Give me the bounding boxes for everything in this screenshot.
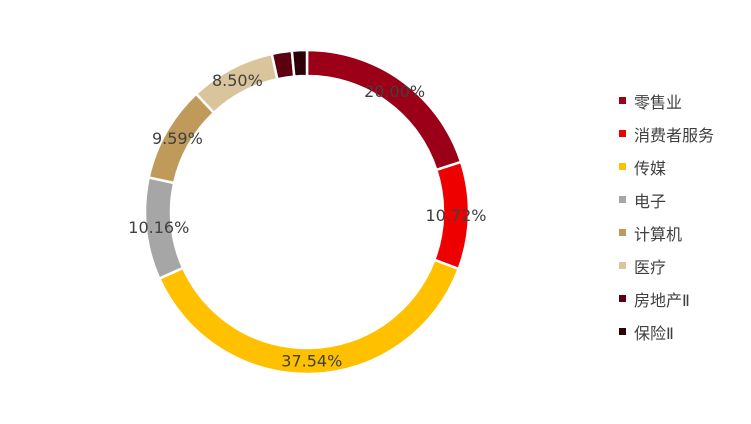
legend-swatch [619,229,626,236]
legend-item-1: 零售业 [619,84,749,117]
donut-slices [143,48,471,376]
slice-labels: 20.00% 10.72% 37.54% 10.16% 9.59% 8.50% [128,71,486,371]
slice-label-4: 10.16% [128,218,189,237]
legend-swatch [619,328,626,335]
legend-item-2: 消费者服务 [619,117,749,150]
slice-label-3: 37.54% [281,351,342,370]
legend-swatch [619,262,626,269]
legend-label: 传媒 [634,158,667,178]
legend-label: 消费者服务 [634,125,715,145]
legend-label: 零售业 [634,92,683,112]
legend-item-7: 房地产Ⅱ [619,282,749,315]
legend: 零售业消费者服务传媒电子计算机医疗房地产Ⅱ 保险Ⅱ [619,84,749,348]
legend-label: 计算机 [634,224,683,244]
slice-1 [305,48,463,172]
slice-label-1: 20.00% [364,82,425,101]
slice-label-5: 9.59% [152,129,203,148]
legend-item-4: 电子 [619,183,749,216]
legend-label: 医疗 [634,257,667,277]
legend-swatch [619,196,626,203]
legend-item-8: 保险Ⅱ [619,315,749,348]
slice-label-2: 10.72% [425,206,486,225]
slice-8 [290,48,309,78]
legend-label: 保险Ⅱ [634,323,674,343]
legend-swatch [619,130,626,137]
legend-item-6: 医疗 [619,249,749,282]
legend-item-3: 传媒 [619,150,749,183]
legend-label: 电子 [634,191,667,211]
legend-item-5: 计算机 [619,216,749,249]
slice-label-6: 8.50% [212,71,263,90]
legend-label: 房地产Ⅱ [634,290,690,310]
legend-swatch [619,163,626,170]
legend-swatch [619,97,626,104]
legend-swatch [619,295,626,302]
